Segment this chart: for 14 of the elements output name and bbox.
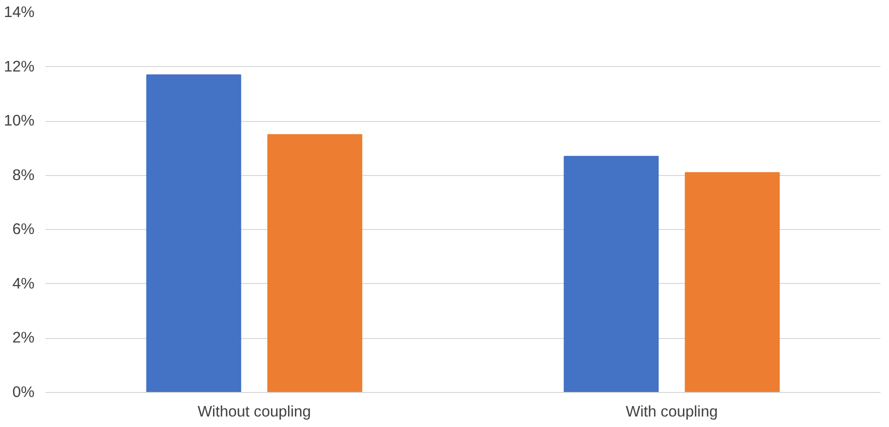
y-tick-label: 0% [12, 384, 35, 401]
y-tick-label: 4% [12, 275, 35, 292]
y-tick-label: 14% [4, 4, 35, 21]
y-tick-label: 12% [4, 58, 35, 76]
bar [684, 172, 780, 392]
bar [564, 156, 659, 392]
x-tick-label: With coupling [626, 404, 718, 420]
x-tick-label: Without coupling [198, 404, 311, 420]
bar [146, 74, 242, 392]
y-tick-label: 6% [12, 221, 35, 238]
y-tick-label: 2% [12, 330, 35, 347]
bar [267, 134, 362, 392]
y-tick-label: 10% [4, 112, 35, 130]
y-tick-label: 8% [12, 166, 35, 184]
